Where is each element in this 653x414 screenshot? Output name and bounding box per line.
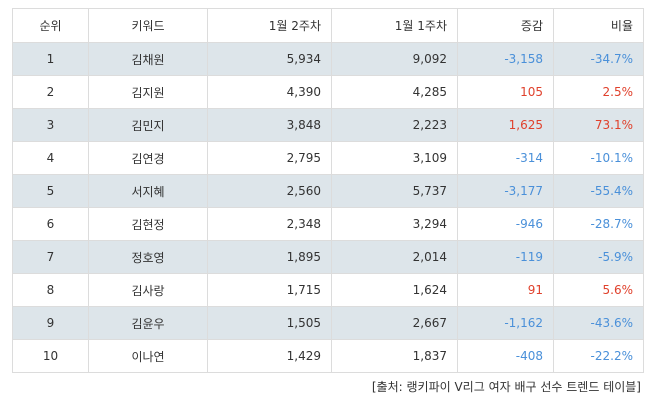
- header-keyword: 키워드: [88, 8, 208, 43]
- cell-week1: 1,624: [331, 273, 458, 307]
- cell-ratio: -10.1%: [553, 141, 644, 175]
- cell-week1: 2,014: [331, 240, 458, 274]
- cell-rank: 9: [12, 306, 89, 340]
- cell-keyword: 서지혜: [88, 174, 208, 208]
- cell-change: -3,158: [457, 42, 554, 76]
- table-row: 5 서지혜 2,560 5,737 -3,177 -55.4%: [12, 174, 644, 208]
- header-ratio: 비율: [553, 8, 644, 43]
- cell-rank: 1: [12, 42, 89, 76]
- cell-week1: 1,837: [331, 339, 458, 373]
- header-week1: 1월 1주차: [331, 8, 458, 43]
- cell-change: -314: [457, 141, 554, 175]
- table-row: 3 김민지 3,848 2,223 1,625 73.1%: [12, 108, 644, 142]
- cell-week1: 2,667: [331, 306, 458, 340]
- table-row: 6 김현정 2,348 3,294 -946 -28.7%: [12, 207, 644, 241]
- trend-table: 순위 키워드 1월 2주차 1월 1주차 증감 비율 1 김채원 5,934 9,09…: [12, 8, 644, 373]
- cell-week2: 4,390: [207, 75, 332, 109]
- cell-week1: 5,737: [331, 174, 458, 208]
- cell-rank: 5: [12, 174, 89, 208]
- cell-week1: 4,285: [331, 75, 458, 109]
- cell-change: 1,625: [457, 108, 554, 142]
- table-row: 9 김윤우 1,505 2,667 -1,162 -43.6%: [12, 306, 644, 340]
- cell-week2: 1,505: [207, 306, 332, 340]
- table-row: 4 김연경 2,795 3,109 -314 -10.1%: [12, 141, 644, 175]
- cell-ratio: 5.6%: [553, 273, 644, 307]
- cell-keyword: 김윤우: [88, 306, 208, 340]
- cell-keyword: 정호영: [88, 240, 208, 274]
- cell-ratio: -22.2%: [553, 339, 644, 373]
- table-row: 8 김사랑 1,715 1,624 91 5.6%: [12, 273, 644, 307]
- header-change: 증감: [457, 8, 554, 43]
- cell-week1: 3,109: [331, 141, 458, 175]
- cell-keyword: 이나연: [88, 339, 208, 373]
- cell-change: -3,177: [457, 174, 554, 208]
- table-row: 10 이나연 1,429 1,837 -408 -22.2%: [12, 339, 644, 373]
- cell-change: -408: [457, 339, 554, 373]
- cell-ratio: -34.7%: [553, 42, 644, 76]
- cell-ratio: -5.9%: [553, 240, 644, 274]
- cell-keyword: 김민지: [88, 108, 208, 142]
- cell-rank: 4: [12, 141, 89, 175]
- cell-week1: 9,092: [331, 42, 458, 76]
- cell-change: 105: [457, 75, 554, 109]
- cell-week2: 2,348: [207, 207, 332, 241]
- cell-rank: 2: [12, 75, 89, 109]
- cell-week2: 3,848: [207, 108, 332, 142]
- cell-ratio: -43.6%: [553, 306, 644, 340]
- cell-week2: 1,715: [207, 273, 332, 307]
- table-row: 1 김채원 5,934 9,092 -3,158 -34.7%: [12, 42, 644, 76]
- cell-rank: 10: [12, 339, 89, 373]
- cell-rank: 3: [12, 108, 89, 142]
- cell-ratio: 73.1%: [553, 108, 644, 142]
- header-week2: 1월 2주차: [207, 8, 332, 43]
- cell-change: -119: [457, 240, 554, 274]
- cell-week2: 5,934: [207, 42, 332, 76]
- table-row: 7 정호영 1,895 2,014 -119 -5.9%: [12, 240, 644, 274]
- cell-change: 91: [457, 273, 554, 307]
- cell-keyword: 김사랑: [88, 273, 208, 307]
- cell-rank: 8: [12, 273, 89, 307]
- cell-week2: 2,560: [207, 174, 332, 208]
- cell-week1: 3,294: [331, 207, 458, 241]
- cell-rank: 6: [12, 207, 89, 241]
- cell-week2: 1,895: [207, 240, 332, 274]
- cell-keyword: 김현정: [88, 207, 208, 241]
- cell-change: -1,162: [457, 306, 554, 340]
- cell-week2: 1,429: [207, 339, 332, 373]
- cell-keyword: 김채원: [88, 42, 208, 76]
- header-rank: 순위: [12, 8, 89, 43]
- cell-ratio: 2.5%: [553, 75, 644, 109]
- table-row: 2 김지원 4,390 4,285 105 2.5%: [12, 75, 644, 109]
- cell-change: -946: [457, 207, 554, 241]
- cell-keyword: 김지원: [88, 75, 208, 109]
- cell-ratio: -55.4%: [553, 174, 644, 208]
- cell-rank: 7: [12, 240, 89, 274]
- cell-keyword: 김연경: [88, 141, 208, 175]
- cell-week1: 2,223: [331, 108, 458, 142]
- cell-ratio: -28.7%: [553, 207, 644, 241]
- cell-week2: 2,795: [207, 141, 332, 175]
- source-caption: [출처: 랭키파이 V리그 여자 배구 선수 트렌드 테이블]: [371, 380, 641, 394]
- table-header-row: 순위 키워드 1월 2주차 1월 1주차 증감 비율: [12, 8, 644, 43]
